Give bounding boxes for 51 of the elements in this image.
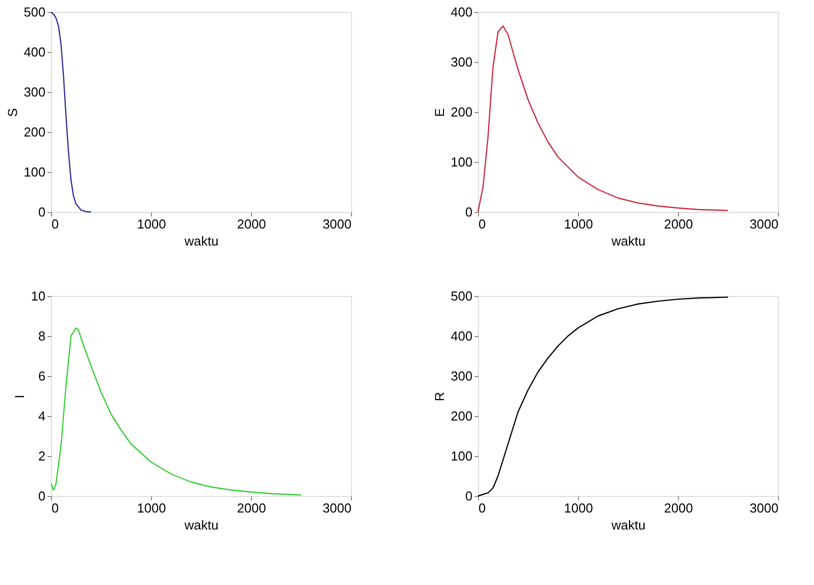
x-axis-title: waktu xyxy=(184,234,218,248)
y-tick-label: 100 xyxy=(450,154,472,170)
line-series xyxy=(50,11,92,213)
x-tick-label: 2000 xyxy=(237,500,266,516)
y-tick-label: 0 xyxy=(38,204,46,220)
y-tick-label: 6 xyxy=(38,368,46,384)
y-tick-label: 500 xyxy=(450,288,472,304)
y-tick-label: 0 xyxy=(465,488,472,504)
y-axis-title: E xyxy=(432,108,447,117)
y-tick-label: 300 xyxy=(450,54,472,70)
x-axis-title: waktu xyxy=(610,518,646,532)
x-tick-label: 1000 xyxy=(137,216,166,232)
x-tick-label: 0 xyxy=(478,500,486,516)
x-tick-label: 1000 xyxy=(564,500,593,516)
y-tick-label: 2 xyxy=(38,448,46,464)
line-series xyxy=(477,25,729,213)
line-series xyxy=(477,296,729,497)
y-tick-label: 400 xyxy=(450,4,472,20)
y-tick-label: 300 xyxy=(450,368,472,384)
x-tick-label: 0 xyxy=(52,216,59,232)
x-axis-title: waktu xyxy=(184,518,218,532)
x-tick-label: 2000 xyxy=(664,216,693,232)
y-axis-title: S xyxy=(4,108,20,117)
y-tick-label: 500 xyxy=(24,4,46,20)
y-tick-label: 400 xyxy=(24,44,46,60)
y-tick-label: 200 xyxy=(450,408,472,424)
y-tick-label: 4 xyxy=(38,408,46,424)
y-tick-label: 0 xyxy=(465,204,472,220)
y-tick-label: 100 xyxy=(24,164,46,180)
x-tick-label: 2000 xyxy=(237,216,266,232)
y-axis-title: I xyxy=(12,394,28,398)
x-tick-label: 3000 xyxy=(322,500,352,516)
x-tick-label: 3000 xyxy=(322,216,352,232)
y-tick-label: 200 xyxy=(24,124,46,140)
x-tick-label: 0 xyxy=(478,216,486,232)
y-tick-label: 10 xyxy=(31,288,46,304)
x-tick-label: 1000 xyxy=(137,500,166,516)
line-series xyxy=(50,327,302,496)
y-tick-label: 300 xyxy=(24,84,46,100)
y-tick-label: 0 xyxy=(38,488,46,504)
x-tick-label: 1000 xyxy=(564,216,593,232)
x-tick-label: 2000 xyxy=(664,500,693,516)
y-axis-title: R xyxy=(432,392,447,402)
x-tick-label: 3000 xyxy=(750,500,778,516)
x-tick-label: 0 xyxy=(52,500,59,516)
y-tick-label: 200 xyxy=(450,104,472,120)
x-axis-title: waktu xyxy=(610,234,646,248)
y-tick-label: 100 xyxy=(450,448,472,464)
y-tick-label: 400 xyxy=(450,328,472,344)
x-tick-label: 3000 xyxy=(750,216,778,232)
y-tick-label: 8 xyxy=(38,328,46,344)
